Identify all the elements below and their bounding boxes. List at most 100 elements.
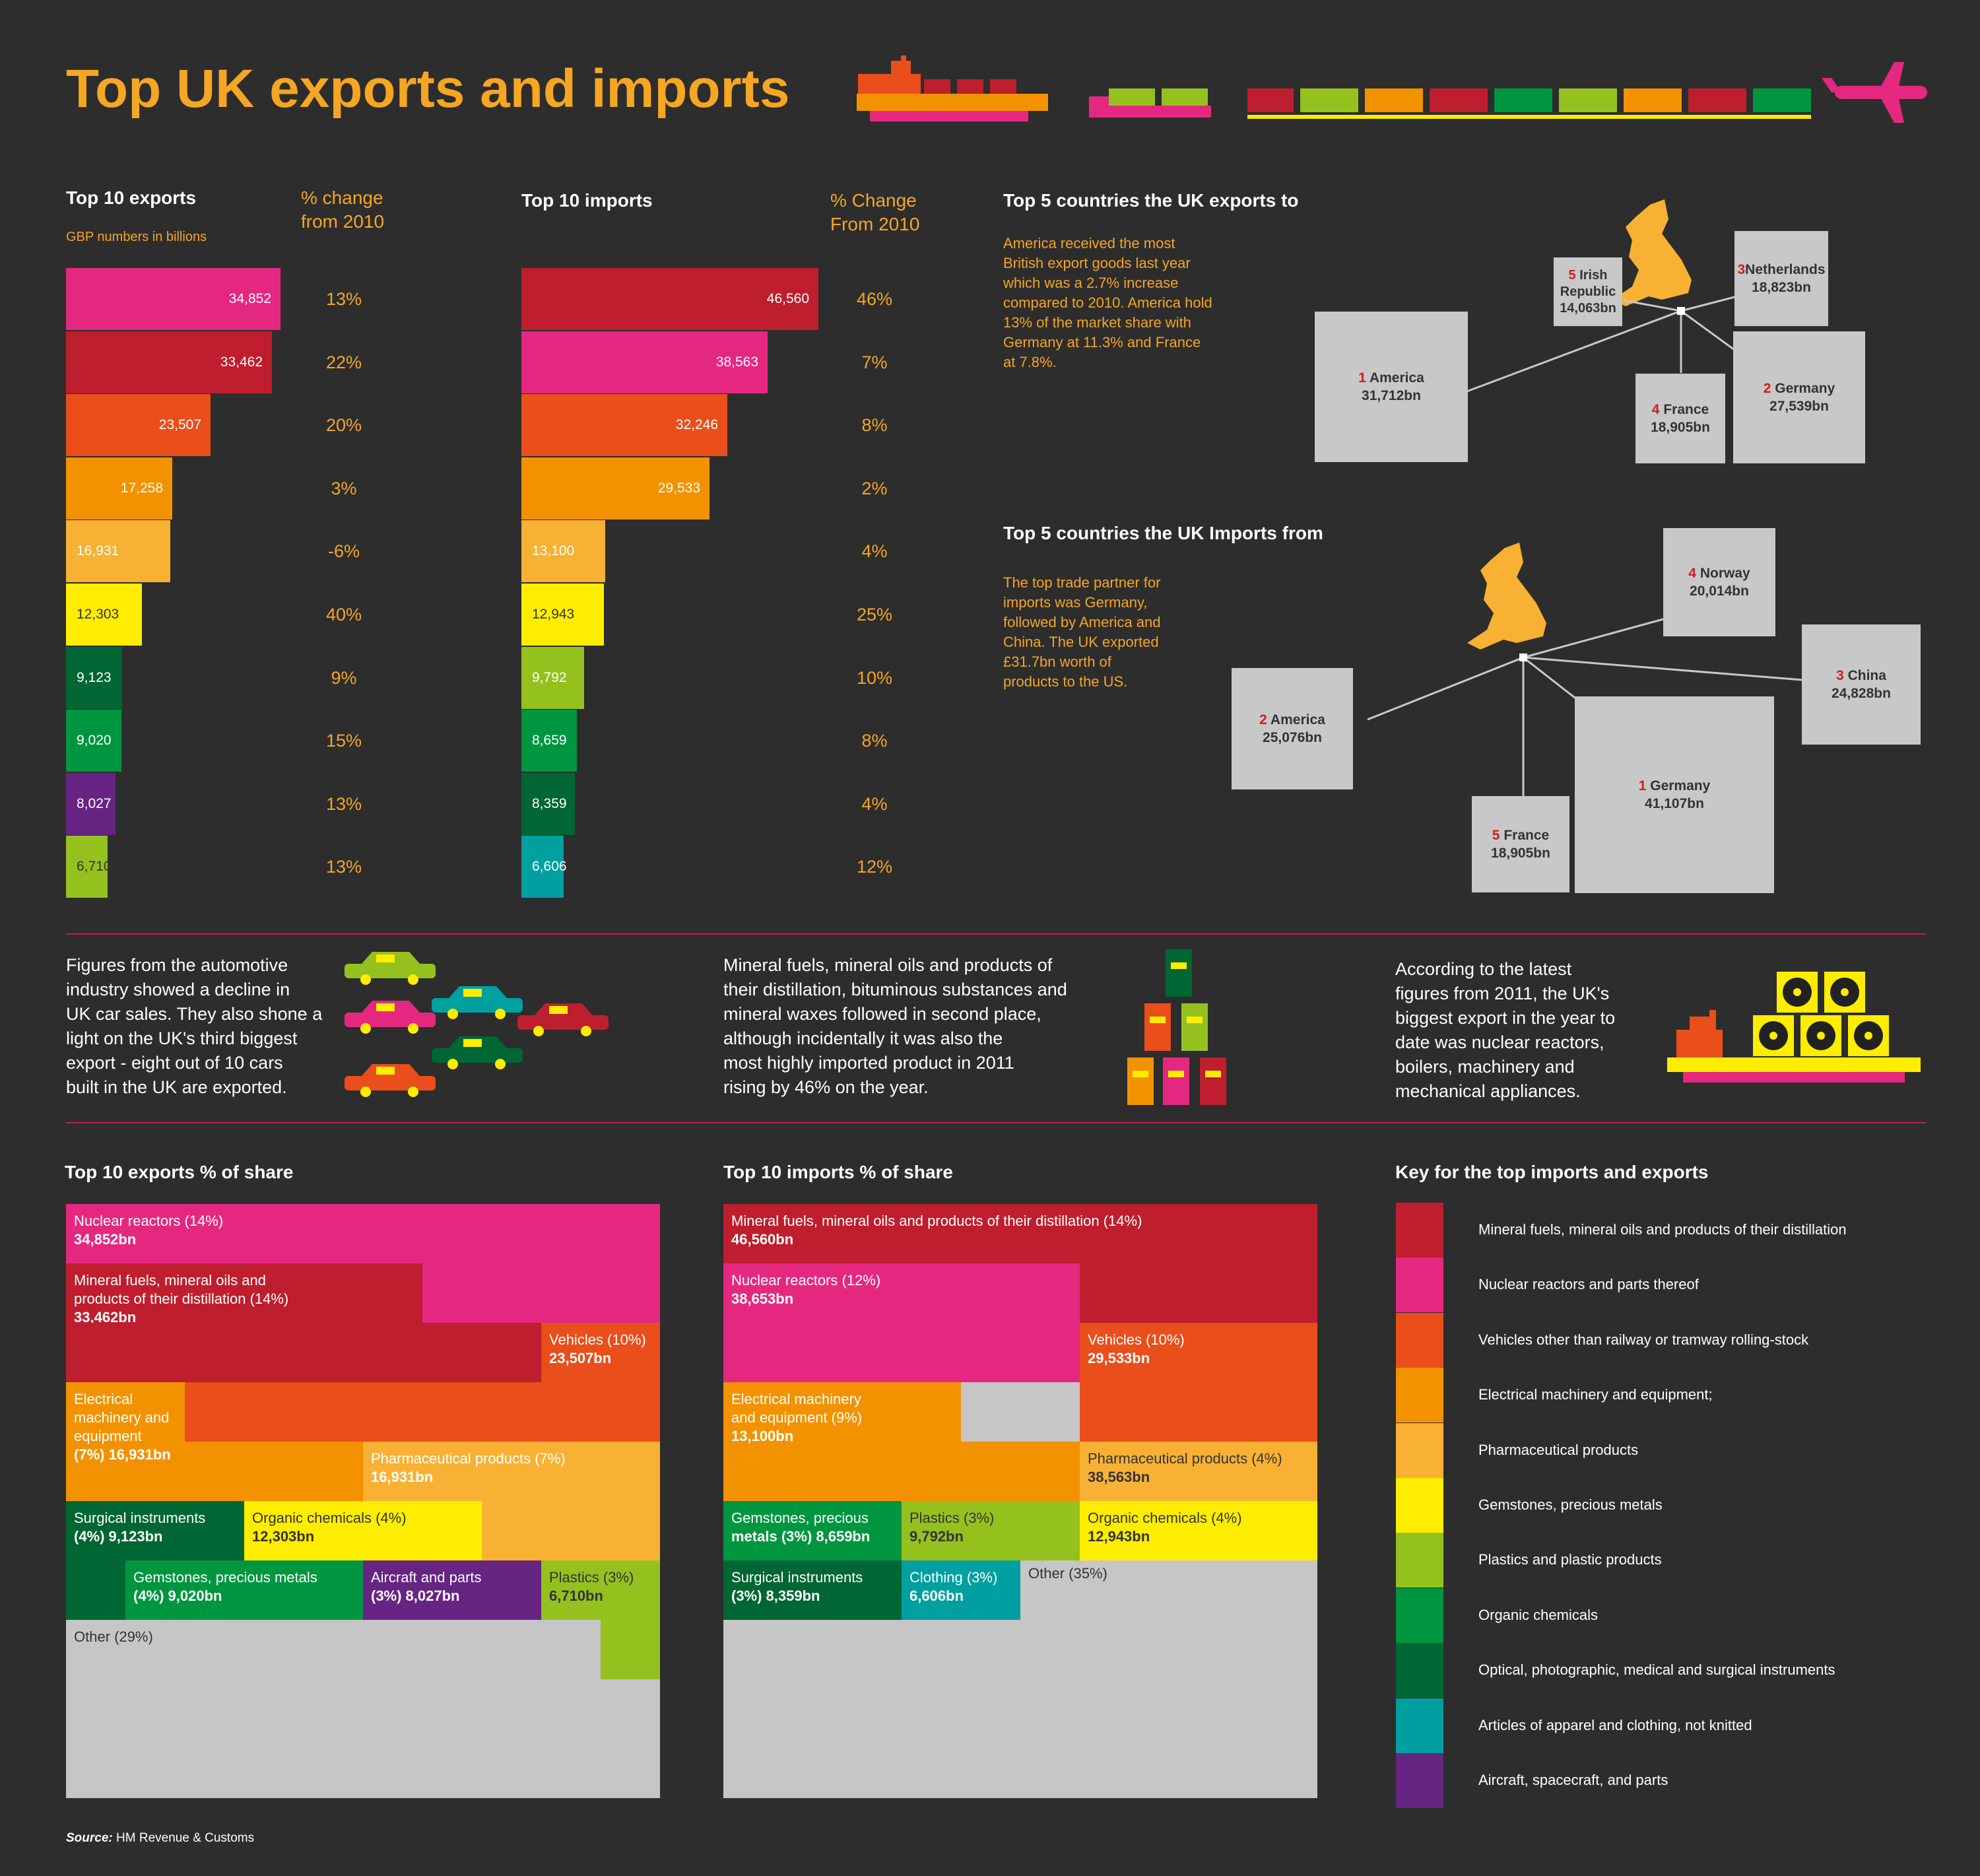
import-bar: 6,606 — [521, 836, 567, 898]
key-swatch — [1396, 1753, 1443, 1808]
radiation-icon — [1800, 1015, 1841, 1056]
export-change-value: 13% — [325, 289, 362, 309]
export-bar: 9,123 — [66, 646, 122, 709]
cell-value: 23,507bn — [549, 1350, 612, 1366]
export-change-value: 22% — [325, 352, 362, 372]
page-title: Top UK exports and imports — [66, 59, 790, 119]
export-countries-text: America received the most British export… — [1003, 234, 1212, 372]
rank: 1 — [1638, 778, 1647, 793]
import-bar: 8,659 — [521, 710, 577, 772]
car-icon — [345, 1001, 436, 1034]
import-bar: 32,246 — [521, 394, 727, 457]
export-change-value: 20% — [325, 415, 362, 436]
key-label: Gemstones, precious metals — [1478, 1496, 1663, 1513]
export-bar-label: 23,507 — [158, 417, 201, 433]
export-change-value: 15% — [325, 731, 362, 751]
key-swatch — [1396, 1312, 1443, 1368]
rank: 4 — [1651, 402, 1660, 417]
source-label: Source: — [66, 1831, 113, 1845]
cell-label: Organic chemicals (4%) — [1088, 1510, 1242, 1526]
cell-value: 46,560bn — [731, 1231, 794, 1248]
nuclear-ship-illustration — [1667, 972, 1921, 1083]
value: 41,107bn — [1645, 796, 1704, 811]
text-line: most highly imported product in 2011 — [723, 1053, 1014, 1073]
source-text: HM Revenue & Customs — [112, 1831, 255, 1845]
treemap-cell-mineral-ext — [66, 1323, 541, 1382]
key-swatch — [1396, 1698, 1443, 1753]
cell-label: and equipment (9%) — [731, 1409, 863, 1426]
cell-label: Pharmaceutical products (7%) — [371, 1450, 566, 1467]
country-name: 4 France — [1652, 401, 1709, 419]
text-line: Mineral fuels, mineral oils and products… — [723, 955, 1053, 975]
country-name: 2 America — [1259, 711, 1325, 729]
export-bar-label: 8,027 — [77, 795, 112, 811]
cell-value: (4%) 9,020bn — [133, 1588, 222, 1604]
export-bar: 12,303 — [66, 584, 142, 646]
text-line: which was a 2.7% increase — [1003, 275, 1179, 291]
import-bar: 38,563 — [521, 331, 768, 393]
import-bar: 9,792 — [521, 646, 584, 709]
exports-change-heading-line2: from 2010 — [301, 211, 385, 232]
imports-treemap: Mineral fuels, mineral oils and products… — [723, 1204, 1317, 1798]
key-label: Pharmaceutical products — [1478, 1441, 1639, 1458]
car-icon — [345, 952, 436, 985]
car-icon — [432, 1036, 523, 1069]
uk-map-icon — [1612, 199, 1692, 306]
import-change-value: 8% — [861, 415, 888, 436]
text-line: mineral waxes followed in second place, — [723, 1004, 1041, 1024]
text-line: followed by America and — [1003, 614, 1161, 630]
import-bar-label: 8,659 — [532, 733, 567, 749]
cell-label: Organic chemicals (4%) — [252, 1510, 407, 1526]
export-bar: 17,258 — [66, 457, 172, 519]
value: 27,539bn — [1769, 399, 1829, 414]
car-icon — [345, 1064, 436, 1097]
value: 18,823bn — [1752, 280, 1811, 295]
story-cars: Figures from the automotive industry sho… — [66, 953, 322, 1100]
cell-value: 6,710bn — [549, 1588, 603, 1604]
export-bar: 16,931 — [66, 520, 170, 583]
story-fuels: Mineral fuels, mineral oils and products… — [723, 953, 1067, 1100]
import-bar-label: 46,560 — [766, 291, 809, 306]
key-swatch — [1396, 1368, 1443, 1423]
cell-label: Other (29%) — [74, 1628, 153, 1645]
value: 20,014bn — [1690, 584, 1749, 599]
cell-value: 34,852bn — [74, 1231, 137, 1248]
import-change-value: 46% — [856, 289, 893, 309]
import-country-5: 5 France 18,905bn — [1472, 796, 1569, 892]
country-name: 1 Germany — [1639, 777, 1711, 795]
name: France — [1503, 828, 1550, 843]
radiation-icon — [1777, 972, 1818, 1013]
country-name: 3Netherlands — [1737, 261, 1825, 279]
name: Germany — [1650, 778, 1711, 793]
export-bar-label: 6,710 — [77, 859, 112, 875]
transport-illustration — [857, 55, 1927, 123]
key-swatch — [1396, 1203, 1443, 1257]
import-bar: 8,359 — [521, 772, 575, 835]
radiation-icon — [1753, 1015, 1794, 1056]
key-swatch — [1396, 1423, 1443, 1478]
export-change-value: -6% — [327, 541, 360, 562]
text-line: although incidentally it was also the — [723, 1028, 1003, 1048]
barrel-icon — [1144, 1003, 1171, 1051]
key-swatch — [1396, 1478, 1443, 1533]
text-line: built in the UK are exported. — [66, 1077, 287, 1097]
cell-value: (7%) 16,931bn — [74, 1446, 171, 1463]
cell-value: 38,563bn — [1088, 1469, 1150, 1485]
key-label: Nuclear reactors and parts thereof — [1478, 1276, 1699, 1293]
import-country-2: 2 America 25,076bn — [1232, 668, 1353, 789]
text-line: light on the UK's third biggest — [66, 1028, 298, 1048]
export-country-5: 5 Irish Republic 14,063bn — [1554, 257, 1622, 326]
import-countries-heading: Top 5 countries the UK Imports from — [1003, 523, 1323, 543]
export-map-lines — [1463, 199, 1735, 394]
import-bar-label: 13,100 — [532, 543, 575, 559]
treemap-cell-gemstones: Gemstones, precious metals (3%) 8,659bn — [723, 1501, 902, 1560]
exports-change-heading: % change from 2010 — [301, 186, 384, 234]
treemap-cell-other: Other (35%) — [1020, 1560, 1317, 1600]
treemap-cell-clothing: Clothing (3%) 6,606bn — [902, 1560, 1020, 1620]
exports-share-heading: Top 10 exports % of share — [65, 1162, 294, 1182]
export-country-3: 3Netherlands 18,823bn — [1734, 231, 1828, 326]
treemap-cell-plastics: Plastics (3%) 6,710bn — [541, 1560, 660, 1620]
cell-label: products of their distillation (14%) — [74, 1290, 289, 1307]
key-label: Vehicles other than railway or tramway r… — [1478, 1331, 1809, 1348]
cell-value: (3%) 8,027bn — [371, 1588, 460, 1604]
